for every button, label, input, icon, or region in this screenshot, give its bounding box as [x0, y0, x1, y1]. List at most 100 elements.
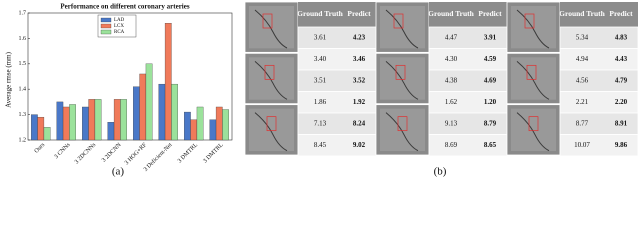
x-tick-label: 3 DMTRL — [177, 142, 200, 165]
bar — [107, 122, 115, 141]
bar — [164, 23, 172, 141]
cell-value: 8.91 — [615, 119, 628, 127]
header-label: Ground Truth — [559, 9, 605, 18]
bar — [222, 109, 229, 141]
cell-value: 9.13 — [445, 119, 458, 127]
x-tick-label: 3 HOG+RF — [124, 142, 149, 167]
vessel — [254, 9, 288, 49]
x-tick-label: 3 2DCNN — [101, 142, 123, 164]
vessel — [516, 112, 550, 152]
cell-value: 10.07 — [574, 141, 590, 149]
header-label: Predict — [609, 9, 633, 18]
bar — [88, 99, 96, 141]
cell-value: 3.91 — [484, 33, 497, 41]
bar — [139, 73, 147, 141]
cell-value: 8.79 — [484, 119, 497, 127]
legend-swatch — [100, 29, 112, 35]
y-tick-label: 1.7 — [19, 10, 27, 16]
cell-value: 4.79 — [615, 76, 628, 84]
image-vignette — [249, 108, 294, 151]
bar — [56, 101, 64, 141]
cell-value: 8.69 — [445, 141, 458, 149]
cell-value: 4.59 — [484, 55, 497, 63]
cell-value: 5.34 — [576, 33, 589, 41]
cell-value: 4.23 — [353, 33, 366, 41]
bar — [209, 119, 217, 141]
legend-label: LAD — [114, 18, 125, 23]
image-vignette — [380, 108, 425, 151]
legend-label: RCA — [114, 30, 125, 35]
bar — [145, 63, 153, 141]
image-vignette — [380, 57, 425, 100]
cell-value: 2.21 — [576, 98, 589, 106]
header-label: Ground Truth — [297, 9, 343, 18]
image-vignette — [511, 108, 556, 151]
vessel — [516, 60, 550, 100]
header-cell — [429, 2, 507, 27]
bar — [120, 99, 127, 141]
header-label: Predict — [478, 9, 502, 18]
bar — [190, 119, 198, 141]
detection-box — [528, 116, 539, 132]
detection-box — [395, 64, 406, 80]
detection-box — [524, 13, 535, 29]
chart-title: Performance on different coronary arteri… — [60, 3, 189, 11]
cell-value: 7.13 — [314, 119, 327, 127]
bar — [43, 127, 51, 141]
bar — [94, 99, 102, 141]
vessel — [385, 60, 419, 100]
y-tick-label: 1.5 — [19, 61, 27, 67]
y-axis-label: Average rmse (mm) — [5, 51, 13, 108]
header-cell — [298, 2, 376, 27]
bar — [69, 104, 76, 141]
detection-box — [264, 64, 275, 80]
vessel — [385, 9, 419, 49]
header-label: Ground Truth — [428, 9, 474, 18]
cell-value: 9.86 — [615, 141, 628, 149]
x-tick-label: 3 2DCNNs — [74, 142, 98, 166]
cell-value: 1.92 — [353, 98, 366, 106]
cell-value: 1.20 — [484, 98, 497, 106]
cell-value: 8.24 — [353, 119, 366, 127]
cell-value: 4.47 — [445, 33, 458, 41]
cell-value: 3.46 — [353, 55, 366, 63]
cell-value: 4.43 — [615, 55, 628, 63]
bar — [37, 116, 45, 141]
cell-value: 8.77 — [576, 119, 589, 127]
image-vignette — [249, 57, 294, 100]
y-tick-label: 1.3 — [19, 112, 27, 118]
detection-box — [262, 13, 273, 29]
image-vignette — [511, 57, 556, 100]
y-tick-label: 1.6 — [19, 36, 27, 42]
bar — [158, 83, 166, 141]
cell-value: 3.61 — [314, 33, 327, 41]
figure: Performance on different coronary arteri… — [5, 1, 639, 178]
caption: (b) — [434, 166, 447, 178]
bar — [31, 114, 38, 141]
x-tick-label: 3 CNNs — [54, 142, 73, 161]
cell-value: 4.56 — [576, 76, 589, 84]
legend-label: LCX — [114, 24, 124, 29]
y-tick-label: 1.4 — [19, 87, 27, 93]
legend-swatch — [100, 17, 112, 23]
bar — [215, 106, 223, 141]
bar — [62, 106, 70, 141]
x-tick-label: Ours — [34, 142, 47, 155]
vessel — [254, 60, 288, 100]
bar — [82, 106, 89, 141]
cell-value: 9.02 — [353, 141, 366, 149]
bar — [196, 106, 204, 141]
image-vignette — [249, 6, 294, 49]
header-label: Predict — [347, 9, 371, 18]
cell-value: 3.52 — [353, 76, 366, 84]
bar — [184, 111, 191, 141]
caption: (a) — [112, 166, 125, 178]
cell-value: 8.45 — [314, 141, 327, 149]
x-tick-label: 3 DMTRL — [202, 142, 225, 165]
cell-value: 4.94 — [576, 55, 589, 63]
image-vignette — [511, 6, 556, 49]
vessel — [385, 112, 419, 152]
row-cell — [559, 134, 639, 157]
bar — [133, 86, 140, 141]
detection-box — [526, 64, 537, 80]
